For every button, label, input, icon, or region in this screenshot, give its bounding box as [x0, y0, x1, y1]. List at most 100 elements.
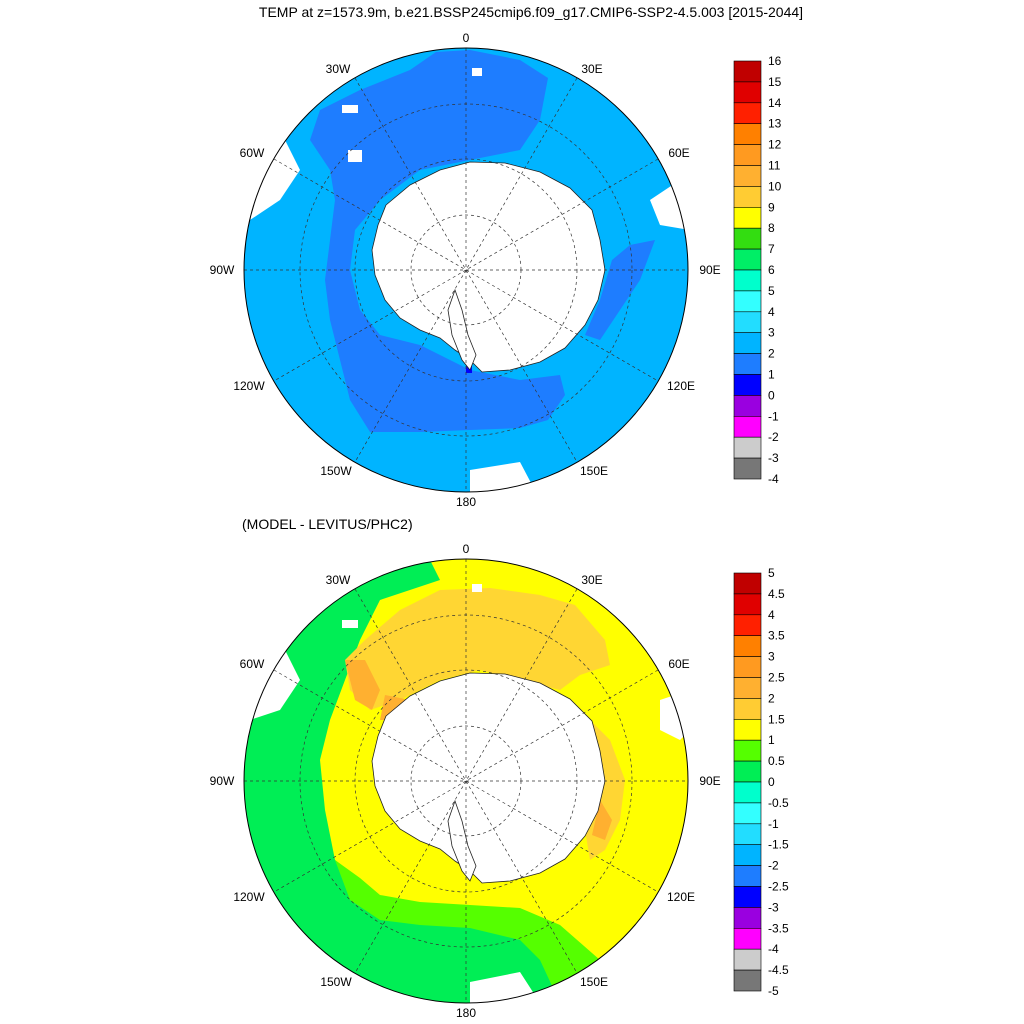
top-colorbar-box	[733, 123, 762, 145]
top-missing-nw2	[342, 105, 358, 113]
bottom-colorbar-label: 1	[768, 733, 775, 747]
top-colorbar-label: -1	[768, 409, 779, 423]
top-lon-0: 0	[463, 31, 470, 45]
top-colorbar-box	[733, 290, 762, 313]
top-lon-120e: 120E	[667, 379, 695, 393]
top-colorbar-label: 14	[768, 96, 782, 110]
bottom-colorbar-label: -2.5	[768, 880, 789, 894]
bottom-colorbar-label: 5	[768, 566, 775, 580]
top-colorbar-box	[733, 353, 762, 375]
top-lon-60w: 60W	[240, 146, 265, 160]
top-colorbar-label: -4	[768, 472, 779, 486]
bottom-colorbar-label: -1	[768, 817, 779, 831]
top-colorbar-box	[733, 269, 762, 292]
top-map	[244, 48, 688, 492]
bottom-lon-60w: 60W	[240, 657, 265, 671]
top-peninsula	[447, 288, 477, 371]
top-colorbar-box	[733, 81, 762, 104]
top-lon-180: 180	[456, 495, 476, 509]
bottom-colorbar: 5 4.5 4 3.5 3 2.5 2 1.5 1 0.5 0 -0.5 -1 -1.5 -2 -2.5 -3 -…	[733, 566, 789, 998]
bottom-colorbar-box	[733, 823, 762, 845]
bottom-lon-120w: 120W	[233, 890, 265, 904]
bottom-lon-150w: 150W	[320, 975, 352, 989]
bottom-colorbar-box	[733, 948, 762, 971]
bottom-colorbar-label: -0.5	[768, 796, 789, 810]
top-missing-w	[348, 150, 362, 162]
bottom-colorbar-box	[733, 844, 762, 866]
bottom-colorbar-label: 4	[768, 608, 775, 622]
top-colorbar-box	[733, 207, 762, 229]
bottom-colorbar-box	[733, 802, 762, 825]
bottom-colorbar-box	[733, 698, 762, 720]
top-colorbar-box	[733, 165, 762, 187]
bottom-lon-90e: 90E	[699, 774, 720, 788]
bottom-colorbar-label: 0.5	[768, 754, 785, 768]
bottom-colorbar-label: 2	[768, 691, 775, 705]
bottom-colorbar-label: -3.5	[768, 921, 789, 935]
top-colorbar-label: 7	[768, 242, 775, 256]
bottom-orange-west	[345, 660, 380, 710]
bottom-colorbar-box	[733, 677, 762, 699]
top-colorbar-label: 6	[768, 263, 775, 277]
bottom-lon-120e: 120E	[667, 890, 695, 904]
top-colorbar-label: -3	[768, 451, 779, 465]
bottom-lon-30w: 30W	[326, 573, 351, 587]
top-lon-150e: 150E	[580, 464, 608, 478]
bottom-colorbar-box	[733, 865, 762, 887]
top-colorbar-label: 2	[768, 347, 775, 361]
bottom-lon-90w: 90W	[210, 774, 235, 788]
top-colorbar-label: 13	[768, 117, 782, 131]
top-colorbar-label: 3	[768, 326, 775, 340]
top-colorbar-box	[733, 248, 762, 271]
top-missing-n	[472, 68, 482, 76]
bottom-colorbar-label: 3.5	[768, 629, 785, 643]
top-colorbar-box	[733, 374, 762, 396]
bottom-colorbar-label: -5	[768, 984, 779, 998]
bottom-lon-30e: 30E	[581, 573, 602, 587]
bottom-colorbar-box	[733, 656, 762, 678]
bottom-colorbar-label: -1.5	[768, 838, 789, 852]
bottom-colorbar-label: 4.5	[768, 587, 785, 601]
bottom-colorbar-label: 3	[768, 650, 775, 664]
bottom-antarctica	[371, 672, 606, 884]
bottom-colorbar-label: -2	[768, 859, 779, 873]
top-lon-150w: 150W	[320, 464, 352, 478]
top-colorbar-box	[733, 311, 762, 333]
bottom-colorbar-box	[733, 718, 762, 741]
bottom-colorbar-box	[733, 927, 762, 950]
bottom-lon-150e: 150E	[580, 975, 608, 989]
top-colorbar-label: 0	[768, 388, 775, 402]
bottom-map-border	[243, 558, 689, 1004]
top-colorbar-label: 12	[768, 138, 782, 152]
top-lon-30e: 30E	[581, 62, 602, 76]
bottom-lime-band	[335, 860, 620, 1003]
bottom-colorbar-box	[733, 760, 762, 783]
top-colorbar-label: 16	[768, 54, 782, 68]
top-colorbar-label: 11	[768, 159, 781, 173]
bottom-colorbar-label: 2.5	[768, 671, 785, 685]
bottom-colorbar-label: -3	[768, 900, 779, 914]
top-colorbar-box	[733, 60, 762, 83]
top-antarctica	[371, 161, 606, 373]
bottom-graticule	[244, 559, 688, 1003]
bottom-colorbar-box	[733, 572, 762, 595]
bottom-colorbar-box	[733, 781, 762, 804]
bottom-colorbar-label: -4	[768, 942, 779, 956]
top-colorbar-box	[733, 395, 762, 417]
bottom-map	[244, 559, 688, 1003]
top-lon-60e: 60E	[668, 146, 689, 160]
bottom-missing-n	[472, 584, 482, 592]
top-lon-30w: 30W	[326, 62, 351, 76]
diff-title: (MODEL - LEVITUS/PHC2)	[242, 516, 413, 532]
top-graticule	[244, 48, 688, 492]
top-colorbar-label: 10	[768, 179, 782, 193]
top-colorbar-label: 5	[768, 284, 775, 298]
top-lon-90w: 90W	[210, 263, 235, 277]
bottom-colorbar-label: -4.5	[768, 963, 789, 977]
top-colorbar-box	[733, 144, 762, 166]
bottom-colorbar-box	[733, 886, 762, 908]
bottom-colorbar-label: 1.5	[768, 712, 785, 726]
bottom-colorbar-label: 0	[768, 775, 775, 789]
